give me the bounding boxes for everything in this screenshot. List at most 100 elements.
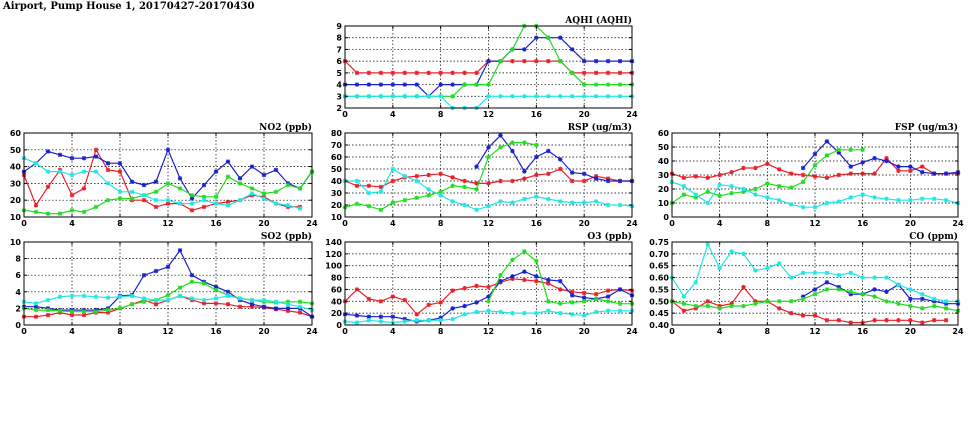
series-line-cyan	[23, 157, 301, 210]
chart-title: RSP (ug/m3)	[568, 122, 632, 133]
data-point-cyan	[836, 273, 842, 278]
data-point-red	[581, 178, 587, 184]
data-point-blue	[812, 151, 818, 157]
data-point-red	[69, 192, 75, 198]
data-point-blue	[438, 82, 443, 87]
y-tick-label: 0.45	[649, 309, 669, 318]
data-point-cyan	[153, 297, 159, 303]
x-tick-label: 0	[342, 327, 348, 336]
data-point-red	[522, 176, 527, 181]
data-point-blue	[438, 315, 443, 321]
data-point-green	[45, 307, 51, 313]
data-point-blue	[177, 176, 183, 181]
data-point-blue	[510, 148, 515, 154]
data-point-red	[800, 172, 806, 178]
data-point-blue	[105, 161, 111, 166]
y-tick-label: 0.40	[649, 321, 669, 330]
data-point-cyan	[681, 294, 687, 299]
data-point-cyan	[33, 161, 39, 166]
data-point-blue	[225, 289, 231, 294]
data-point-cyan	[570, 312, 575, 317]
data-point-blue	[261, 172, 267, 178]
y-tick-label: 3	[336, 92, 342, 101]
data-point-green	[788, 299, 794, 304]
data-point-cyan	[558, 94, 563, 99]
data-point-red	[297, 310, 303, 315]
x-tick-label: 12	[809, 219, 820, 228]
data-point-green	[273, 189, 279, 194]
data-point-blue	[510, 274, 515, 279]
y-tick-label: 10	[658, 199, 670, 208]
data-point-blue	[378, 82, 384, 87]
data-point-red	[605, 70, 611, 76]
data-point-cyan	[402, 174, 407, 179]
data-point-blue	[498, 133, 503, 138]
data-point-cyan	[261, 297, 267, 303]
data-point-cyan	[510, 94, 515, 99]
data-point-red	[593, 174, 599, 179]
chart-co: CO (ppm) 0.40 0.45 0.50 0.55 0.60 0.65 0.70 0.75…	[649, 231, 964, 336]
data-point-red	[426, 70, 431, 76]
data-point-red	[285, 308, 291, 314]
data-point-green	[33, 209, 39, 215]
data-point-green	[800, 179, 806, 185]
data-point-green	[812, 291, 818, 297]
data-point-green	[836, 287, 842, 292]
data-point-red	[896, 318, 901, 323]
data-point-blue	[153, 268, 159, 274]
y-tick-label: 20	[658, 185, 670, 194]
data-point-cyan	[81, 169, 87, 174]
data-point-cyan	[462, 312, 467, 317]
data-point-blue	[836, 150, 842, 155]
data-point-red	[812, 174, 818, 179]
x-tick-label: 24	[626, 219, 638, 228]
data-point-blue	[522, 269, 527, 274]
data-point-red	[920, 320, 925, 325]
x-tick-label: 0	[342, 110, 348, 119]
x-tick-label: 0	[342, 219, 348, 228]
data-point-blue	[261, 304, 267, 309]
data-point-cyan	[93, 169, 99, 174]
data-point-blue	[249, 302, 255, 307]
data-point-cyan	[753, 192, 758, 197]
y-tick-label: 30	[10, 179, 22, 188]
data-point-cyan	[450, 316, 455, 322]
data-point-red	[462, 286, 467, 291]
data-point-cyan	[285, 203, 291, 208]
x-tick-label: 0	[669, 327, 675, 336]
data-point-blue	[354, 313, 360, 318]
data-point-cyan	[788, 202, 794, 207]
data-point-cyan	[57, 294, 63, 299]
data-point-green	[943, 306, 949, 311]
y-tick-label: 30	[331, 189, 343, 198]
data-point-blue	[920, 296, 925, 302]
data-point-cyan	[390, 166, 396, 172]
data-point-cyan	[237, 296, 243, 301]
data-point-green	[693, 303, 699, 309]
x-tick-label: 24	[952, 219, 964, 228]
data-point-red	[522, 277, 527, 283]
data-point-cyan	[581, 200, 587, 205]
data-point-red	[93, 147, 99, 152]
data-point-cyan	[378, 94, 384, 99]
data-point-green	[201, 194, 207, 200]
data-point-red	[225, 302, 231, 307]
data-point-red	[33, 314, 39, 319]
data-point-blue	[129, 179, 135, 184]
chart-title: FSP (ug/m3)	[895, 122, 958, 133]
data-point-green	[581, 299, 587, 304]
y-tick-label: 80	[331, 274, 343, 283]
data-point-blue	[617, 178, 623, 184]
data-point-red	[836, 318, 842, 323]
data-point-blue	[908, 164, 913, 169]
data-point-red	[705, 175, 710, 180]
data-point-green	[93, 204, 99, 210]
data-point-red	[33, 203, 39, 208]
data-point-cyan	[426, 318, 431, 323]
data-point-green	[177, 285, 183, 290]
x-tick-label: 20	[579, 219, 591, 228]
data-point-cyan	[908, 198, 913, 203]
data-point-green	[872, 294, 877, 299]
data-point-green	[812, 163, 818, 168]
